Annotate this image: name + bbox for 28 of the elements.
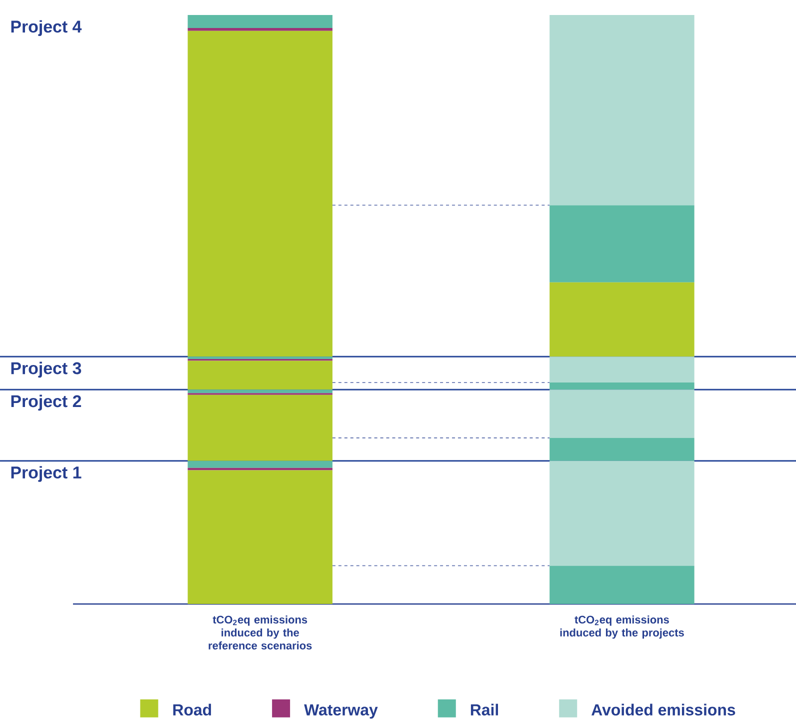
bar bbox=[188, 470, 332, 604]
bar bbox=[188, 14, 332, 28]
legend-label: Road bbox=[173, 704, 212, 716]
bar bbox=[550, 460, 694, 566]
bar bbox=[550, 14, 694, 206]
bar bbox=[188, 30, 332, 357]
legend-label: Avoided emissions bbox=[592, 704, 736, 716]
annotation: Project 4 bbox=[11, 20, 82, 36]
legend-label: Rail bbox=[470, 704, 498, 716]
annotation: Project 3 bbox=[11, 362, 82, 378]
bar bbox=[550, 566, 694, 604]
bar bbox=[550, 282, 694, 357]
annotation: Project 1 bbox=[11, 466, 82, 482]
bar bbox=[550, 205, 694, 282]
x-tick-label: tCO$_{2}$eq emissions induced by the projects bbox=[560, 616, 684, 639]
bar bbox=[550, 438, 694, 461]
bar bbox=[550, 390, 694, 438]
bar bbox=[188, 460, 332, 468]
x-tick-label: tCO$_{2}$eq emissions induced by the reference scenarios bbox=[208, 616, 312, 650]
bar bbox=[188, 394, 332, 461]
bar bbox=[550, 382, 694, 390]
annotation: Project 2 bbox=[11, 394, 82, 411]
bar bbox=[188, 360, 332, 390]
bar bbox=[188, 468, 332, 470]
bar bbox=[550, 356, 694, 383]
bar bbox=[188, 28, 332, 31]
bar bbox=[188, 390, 332, 394]
legend-label: Waterway bbox=[304, 704, 378, 719]
